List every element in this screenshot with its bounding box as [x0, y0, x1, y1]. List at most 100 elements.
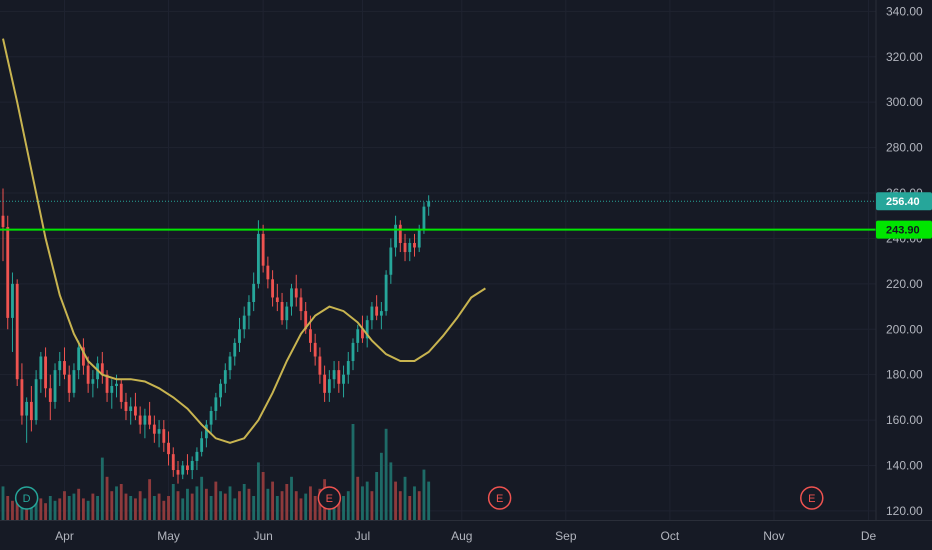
volume-bar [34, 493, 38, 520]
volume-bar [134, 498, 137, 520]
candle-body [25, 401, 29, 416]
volume-bar [361, 486, 364, 520]
volume-bar [384, 428, 388, 520]
candle-body [332, 370, 336, 380]
volume-bar [427, 481, 431, 520]
candle-body [29, 401, 33, 421]
volume-bar [124, 493, 128, 520]
event-marker-circle [487, 486, 512, 510]
y-tick-label: 140.00 [886, 459, 923, 473]
event-marker[interactable]: E [487, 486, 512, 510]
volume-bar [20, 503, 24, 520]
candle-body [15, 283, 19, 380]
candle-body [318, 356, 322, 375]
volume-bar [313, 496, 317, 520]
price-axis-background [876, 0, 932, 520]
x-tick-label: Oct [661, 529, 680, 543]
line-price-badge-box [876, 220, 932, 239]
volume-bar [190, 493, 194, 520]
volume-bar [204, 488, 208, 520]
line-price-badge-text: 243.90 [886, 225, 920, 237]
volume-bar [223, 493, 227, 520]
candle-body [275, 297, 279, 303]
volume-bar [261, 472, 265, 520]
candle-body [152, 424, 156, 434]
candle-body [384, 274, 388, 312]
volume-bar [67, 496, 71, 520]
candle-body [67, 374, 71, 393]
volume-bar [337, 493, 341, 520]
volume-bar [342, 496, 345, 520]
volume-bar [63, 491, 66, 520]
x-axis-labels[interactable]: Apr May Jun Jul Aug Sep Oct Nov De [55, 529, 876, 543]
volume-bar [294, 491, 298, 520]
volume-bar [6, 496, 10, 520]
candle-body [422, 206, 426, 230]
candle-body [417, 229, 421, 248]
candle-body [39, 356, 43, 380]
volume-bar [394, 481, 397, 520]
candle-body [195, 451, 199, 461]
candle-body [427, 201, 431, 207]
candle-body [223, 370, 227, 384]
last-price-badge-text: 256.40 [886, 196, 920, 208]
volume-bar [304, 493, 308, 520]
volume-bar [176, 491, 180, 520]
event-marker[interactable]: D [14, 486, 39, 510]
event-marker[interactable]: E [317, 486, 342, 510]
volume-bar [119, 484, 123, 520]
volume-bar [81, 498, 85, 520]
candle-body [294, 288, 298, 298]
candle-body [309, 329, 312, 343]
volume-bar [365, 481, 369, 520]
candle-body [413, 242, 416, 248]
candle-body [86, 365, 90, 384]
candle-body [63, 361, 66, 375]
candle-body [233, 342, 237, 357]
volume-bar [143, 498, 147, 520]
volume-bar [398, 491, 402, 520]
candle-body [356, 329, 360, 343]
candle-body [181, 465, 185, 475]
volume-bar [228, 486, 232, 520]
candle-body [337, 370, 341, 384]
candle-body [119, 383, 123, 402]
candle-body [375, 306, 379, 316]
candle-body [327, 379, 331, 393]
y-tick-label: 340.00 [886, 4, 923, 18]
volume-bar [271, 481, 275, 520]
candle-body [129, 406, 133, 412]
moving-average-line [2, 38, 486, 444]
volume-bar [422, 469, 426, 520]
volume-bar [299, 498, 303, 520]
volume-bar [110, 491, 114, 520]
candle-body [238, 329, 241, 343]
volume-bar [186, 488, 189, 520]
candle-body [266, 265, 270, 280]
candle-body [1, 215, 5, 228]
candle-body [138, 415, 142, 425]
volume-bar [167, 496, 170, 520]
x-tick-label: Jun [253, 529, 272, 543]
candle-body [342, 374, 345, 384]
volume-bar [25, 505, 29, 520]
event-marker-label: D [23, 493, 31, 505]
x-tick-label: Nov [763, 529, 784, 543]
volume-bar [389, 462, 393, 520]
volume-bar [86, 500, 90, 520]
candle-body [394, 224, 397, 248]
volume-bar [266, 488, 270, 520]
x-tick-label: De [861, 529, 877, 543]
volume-bar [417, 491, 421, 520]
x-tick-label: Aug [451, 529, 472, 543]
candle-body [105, 374, 109, 393]
volume-bar [280, 491, 284, 520]
volume-bar [242, 484, 246, 520]
volume-bar [53, 500, 57, 520]
candle-body [313, 342, 317, 357]
volume-bar [39, 498, 43, 520]
volume-bar [370, 491, 374, 520]
event-marker[interactable]: E [800, 486, 824, 510]
volume-bar [171, 484, 175, 520]
